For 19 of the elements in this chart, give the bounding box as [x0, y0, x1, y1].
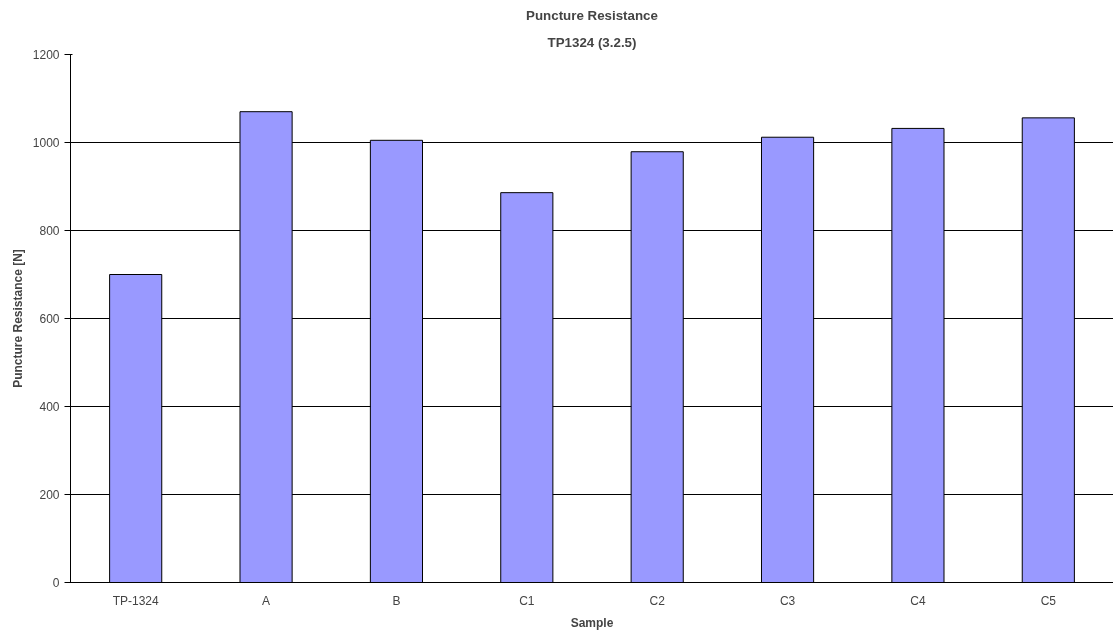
y-tick-label: 200 [39, 488, 60, 502]
chart-subtitle: TP1324 (3.2.5) [547, 34, 637, 50]
x-tick-label: C2 [649, 593, 666, 608]
x-tick-label: C3 [779, 593, 796, 608]
y-tick-label: 1200 [32, 48, 60, 62]
y-tick-label: 0 [52, 576, 60, 590]
chart-title: Puncture Resistance [526, 7, 658, 23]
x-tick-label: C5 [1040, 593, 1057, 608]
y-tick-label: 800 [39, 224, 60, 238]
x-tick-label: C4 [910, 593, 926, 608]
y-tick-label: 600 [39, 312, 60, 326]
y-tick-label: 400 [39, 400, 60, 414]
x-tick-label: B [392, 593, 401, 608]
x-axis-title: Sample [570, 615, 614, 630]
x-tick-label: C1 [519, 593, 535, 608]
x-tick-label: TP-1324 [112, 593, 160, 608]
y-tick-label: 1000 [32, 136, 60, 150]
y-axis-title: Puncture Resistance [N] [10, 249, 25, 388]
x-tick-label: A [262, 593, 271, 608]
